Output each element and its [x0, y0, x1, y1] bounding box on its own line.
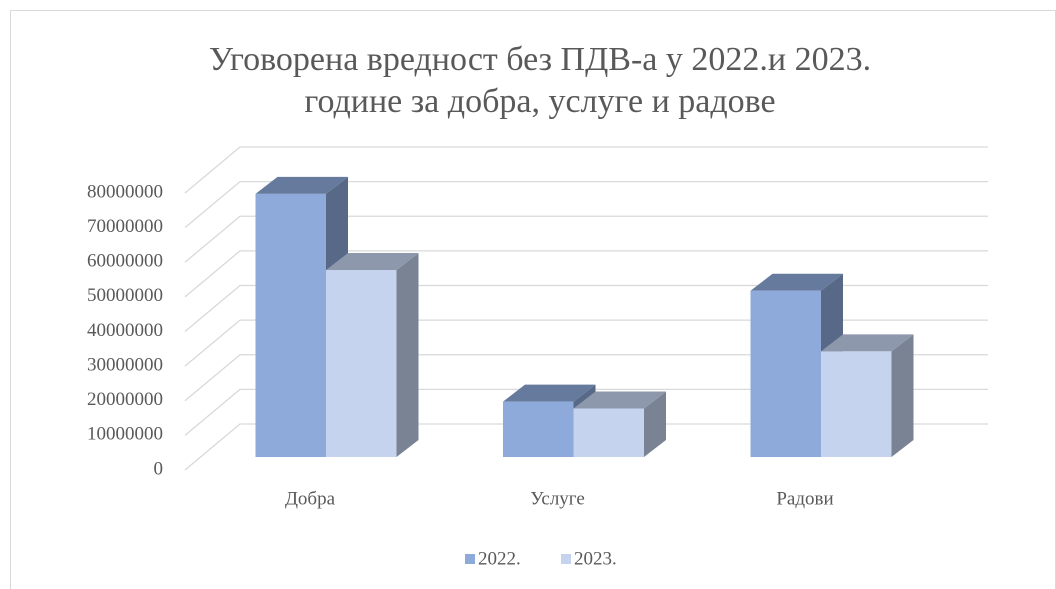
bar-side [644, 391, 666, 457]
grid-line [184, 180, 988, 229]
bar-top [326, 253, 419, 271]
grid-line [184, 250, 988, 298]
y-tick-label: 40000000 [87, 320, 163, 341]
grid-line [184, 319, 988, 367]
bar-front [255, 193, 326, 457]
legend-label: 2022. [478, 548, 521, 569]
x-tick-label: Добра [285, 488, 336, 509]
bar [573, 391, 666, 457]
bar-top [255, 176, 348, 194]
y-tick-label: 20000000 [87, 389, 163, 410]
bar-front [503, 401, 574, 457]
chart-title: године за добра, услуге и радове [304, 83, 775, 120]
legend-label: 2023. [574, 548, 617, 569]
bar-front [750, 290, 821, 457]
x-tick-label: Радови [776, 488, 833, 509]
y-tick-label: 30000000 [87, 354, 163, 375]
bar-front [821, 351, 892, 457]
bar-top [750, 273, 843, 291]
y-tick-label: 60000000 [87, 251, 163, 272]
chart-frame [10, 10, 1056, 589]
bar-top [503, 384, 596, 402]
bar-top [821, 334, 914, 352]
bar [326, 253, 419, 457]
grid-line [184, 354, 988, 402]
y-tick-label: 0 [154, 458, 164, 479]
legend-swatch [465, 554, 475, 564]
legend-swatch [561, 554, 571, 564]
grid-line [184, 146, 988, 194]
bar-front [326, 270, 397, 457]
bar-side [891, 334, 914, 457]
grid-line [184, 388, 988, 436]
y-tick-label: 50000000 [87, 285, 163, 306]
x-tick-label: Услуге [530, 488, 585, 509]
bar [821, 334, 914, 457]
y-tick-label: 70000000 [87, 216, 163, 237]
y-tick-label: 80000000 [87, 181, 163, 202]
chart-title: Уговорена вредност без ПДВ-а у 2022.и 20… [209, 41, 871, 78]
y-tick-label: 10000000 [87, 424, 163, 445]
bar-front [573, 408, 644, 457]
grid-line [184, 215, 988, 263]
bar-side [396, 253, 419, 457]
grid-line [184, 423, 988, 471]
bar-top [573, 391, 666, 409]
grid-line [184, 284, 988, 332]
